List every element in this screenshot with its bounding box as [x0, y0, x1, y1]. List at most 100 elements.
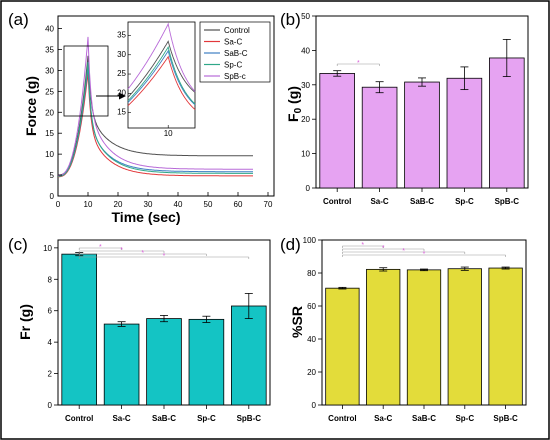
- y-tick-label: 15: [45, 129, 54, 138]
- significance-star: *: [361, 242, 364, 249]
- panel-d-axes: 0 20 40 60 80 100 Control Sa-C SaB-C Sp-C SpB-C: [303, 236, 518, 423]
- x-tick-label: Sp-C: [197, 414, 216, 423]
- legend-label: SaB-C: [224, 49, 248, 58]
- y-tick-label: 20: [45, 108, 54, 117]
- panel-a-zoom-arrowhead: [119, 92, 126, 100]
- x-tick-label: 70: [264, 200, 273, 209]
- x-tick-label: 60: [234, 200, 243, 209]
- y-tick-label: 100: [303, 236, 317, 245]
- x-tick-label: SpB-C: [493, 414, 518, 423]
- panel-d-bars: * * * *: [325, 242, 523, 406]
- bar-control: [325, 287, 360, 406]
- panel-c-axes: 0 2 4 6 8 10 Control Sa-C SaB-C Sp-C SpB-C: [43, 244, 261, 423]
- significance-star: *: [382, 245, 385, 252]
- inset-y-tick-label: 20: [117, 88, 126, 97]
- series-line-spb-c: [58, 36, 253, 176]
- inset-series-line-sab-c: [127, 49, 196, 106]
- legend-label: Sa-C: [224, 38, 242, 47]
- x-tick-label: SpB-C: [495, 197, 520, 206]
- legend-label: Control: [224, 26, 250, 35]
- x-tick-label: 10: [84, 200, 93, 209]
- x-tick-label: SaB-C: [412, 414, 436, 423]
- y-tick-label: 0: [48, 401, 53, 410]
- inset-series-line-control: [127, 40, 196, 98]
- panel-d-label: (d): [280, 235, 301, 254]
- x-tick-label: 30: [144, 200, 153, 209]
- panel-a-y-axis-title: Force (g): [23, 76, 39, 136]
- bar-sa-c: [103, 323, 140, 406]
- x-tick-label: Sa-C: [112, 414, 130, 423]
- x-tick-label: 40: [174, 200, 183, 209]
- bar-sab-c: [404, 81, 440, 189]
- y-tick-label: 10: [45, 150, 54, 159]
- panel-a-inset: 15 20 25 30 35 10: [117, 21, 196, 138]
- x-tick-label: SpB-C: [237, 414, 262, 423]
- significance-star: *: [141, 250, 144, 257]
- bar-spb-c: [231, 305, 267, 406]
- x-tick-label: SaB-C: [410, 197, 434, 206]
- panel-c-y-axis-title: Fr (g): [17, 304, 33, 340]
- panel-b-bars: *: [319, 38, 525, 189]
- bar-spb-c: [489, 57, 525, 189]
- bar-sab-c: [146, 318, 182, 406]
- legend-label: SpB-c: [224, 72, 246, 81]
- bar-sp-c: [188, 318, 225, 406]
- significance-star: *: [99, 244, 102, 251]
- y-tick-label: 50: [301, 12, 310, 21]
- bar-sab-c: [406, 269, 442, 406]
- y-tick-label: 35: [45, 45, 54, 54]
- y-tick-label: 40: [301, 46, 310, 55]
- legend-label: Sp-C: [224, 61, 242, 70]
- bar-control: [61, 253, 97, 406]
- bar-spb-c: [488, 267, 523, 406]
- inset-y-tick-label: 35: [117, 30, 126, 39]
- panel-a-plot-frame: [57, 15, 275, 197]
- panel-b-label: (b): [280, 10, 301, 29]
- x-tick-label: SaB-C: [152, 414, 176, 423]
- panel-a-series-lines: [58, 36, 253, 178]
- panel-b-y-axis-title: F0 (g): [285, 86, 304, 122]
- panel-a-line-chart: (a) 0 10 20 30 40 50 60 70 0 5 10 15 20 25 30 35 40 Time…: [8, 10, 275, 225]
- y-tick-label: 0: [312, 401, 317, 410]
- significance-star: *: [402, 248, 405, 255]
- y-tick-label: 10: [43, 244, 52, 253]
- y-tick-label: 0: [50, 192, 55, 201]
- y-tick-label: 25: [45, 87, 54, 96]
- significance-star: *: [163, 253, 166, 260]
- y-tick-label: 20: [307, 368, 316, 377]
- y-tick-label: 40: [307, 335, 316, 344]
- significance-star: *: [120, 247, 123, 254]
- x-tick-label: 50: [204, 200, 213, 209]
- series-line-sp-c: [58, 61, 253, 177]
- panel-c-bar-chart: (c) * * * * 0 2 4 6 8 10 Control Sa-C SaB-C Sp-C SpB-…: [8, 235, 271, 423]
- y-tick-label: 6: [48, 307, 53, 316]
- inset-series-line-sa-c: [127, 55, 196, 110]
- inset-y-tick-label: 25: [117, 69, 126, 78]
- y-tick-label: 30: [45, 66, 54, 75]
- x-tick-label: 20: [114, 200, 123, 209]
- y-tick-label: 60: [307, 302, 316, 311]
- series-line-sa-c: [58, 72, 253, 178]
- panel-c-label: (c): [8, 235, 28, 254]
- panel-a-axes: 0 10 20 30 40 50 60 70 0 5 10 15 20 25 30 35 40: [45, 25, 273, 209]
- y-tick-label: 2: [48, 370, 53, 379]
- x-tick-label: Sp-C: [455, 197, 474, 206]
- bar-sp-c: [447, 268, 482, 406]
- y-tick-label: 8: [48, 275, 53, 284]
- inset-series-line-spb-c: [127, 22, 196, 92]
- y-tick-label: 80: [307, 269, 316, 278]
- significance-star: *: [357, 60, 360, 67]
- legend-box: [199, 21, 271, 83]
- panel-b-bar-chart: (b) * 0 10 20 30 40 50 Control Sa-C SaB-C Sp-C SpB…: [280, 10, 529, 206]
- x-tick-label: 0: [56, 200, 61, 209]
- panel-a-zoom-box: [63, 45, 109, 117]
- y-tick-label: 40: [45, 25, 54, 34]
- panel-a-legend: Control Sa-C SaB-C Sp-C SpB-c: [199, 21, 271, 83]
- inset-x-tick-label: 10: [164, 129, 173, 138]
- y-tick-label: 0: [306, 184, 311, 193]
- x-tick-label: Control: [328, 414, 356, 423]
- panel-c-bars: * * * *: [61, 244, 267, 406]
- x-tick-label: Sp-C: [455, 414, 474, 423]
- bar-sa-c: [361, 86, 398, 189]
